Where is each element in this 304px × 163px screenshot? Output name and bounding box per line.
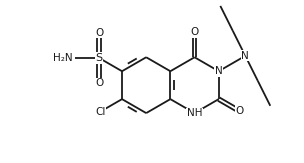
Text: Cl: Cl bbox=[95, 107, 105, 117]
Text: S: S bbox=[95, 53, 103, 63]
Text: N: N bbox=[215, 66, 223, 76]
Text: H₂N: H₂N bbox=[53, 53, 73, 63]
Text: O: O bbox=[190, 27, 199, 37]
Text: O: O bbox=[95, 78, 103, 88]
Text: N: N bbox=[241, 51, 249, 61]
Text: O: O bbox=[235, 106, 244, 116]
Text: NH: NH bbox=[187, 108, 202, 118]
Text: O: O bbox=[95, 28, 103, 38]
